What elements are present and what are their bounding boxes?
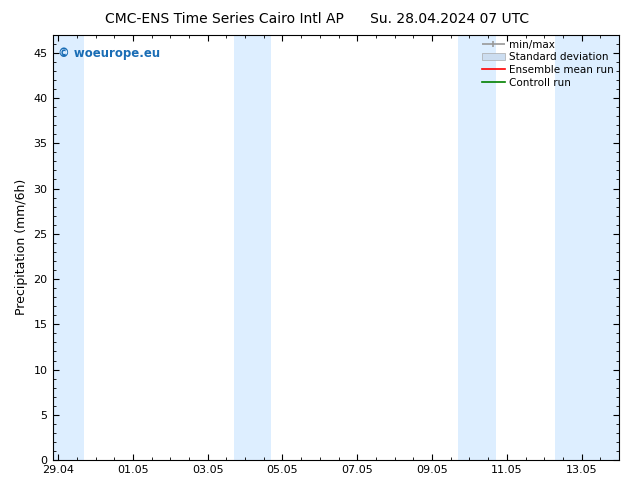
Bar [555, 35, 619, 460]
Text: © woeurope.eu: © woeurope.eu [58, 48, 160, 60]
Bar [53, 35, 84, 460]
Bar [234, 35, 271, 460]
Bar [458, 35, 496, 460]
Legend: min/max, Standard deviation, Ensemble mean run, Controll run: min/max, Standard deviation, Ensemble me… [480, 38, 616, 90]
Y-axis label: Precipitation (mm/6h): Precipitation (mm/6h) [15, 179, 28, 316]
Text: CMC-ENS Time Series Cairo Intl AP      Su. 28.04.2024 07 UTC: CMC-ENS Time Series Cairo Intl AP Su. 28… [105, 12, 529, 26]
